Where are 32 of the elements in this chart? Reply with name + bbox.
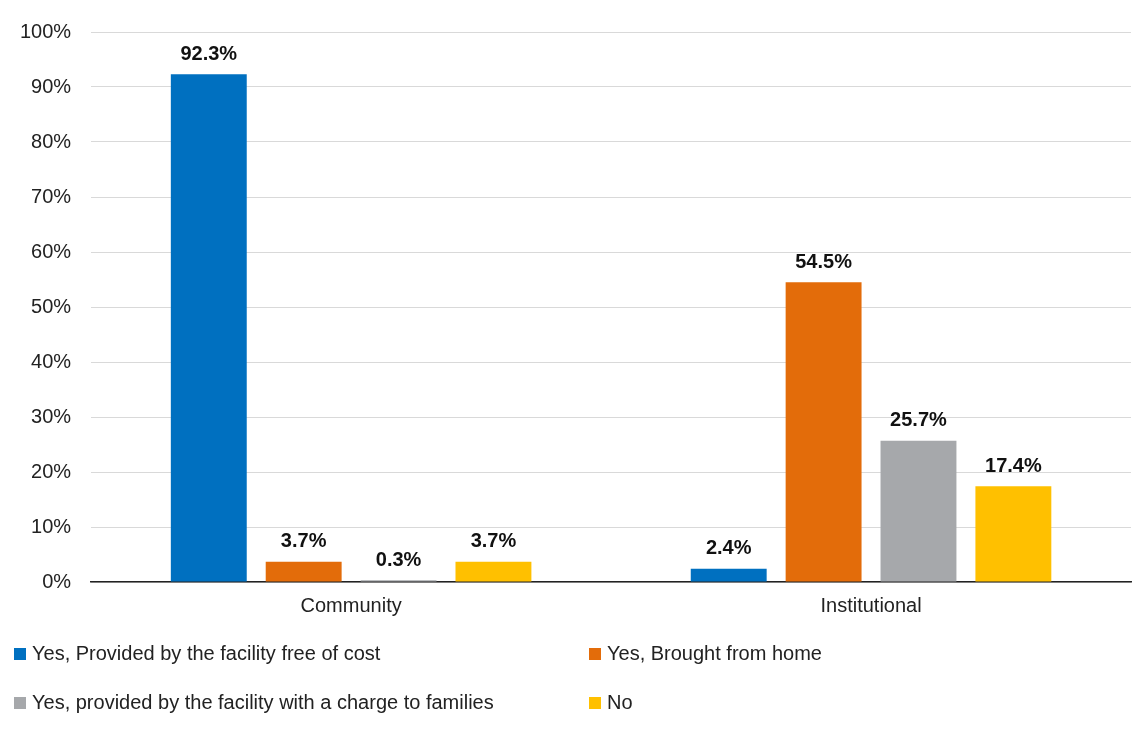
y-tick-label: 100% [20,19,72,42]
y-tick-label: 50% [31,294,72,317]
bar [690,568,767,582]
y-tick-label: 0% [42,569,72,592]
data-label: 25.7% [890,408,948,431]
y-tick-label: 60% [31,239,72,262]
data-label: 17.4% [985,453,1042,476]
bar [785,282,862,582]
data-label: 3.7% [470,529,517,552]
bar [975,486,1052,582]
legend-label: Yes, provided by the facility with a charge to families [32,691,494,714]
x-tick-label: Community [300,593,402,616]
bar [265,561,342,582]
x-tick-label: Institutional [820,593,922,616]
y-tick-label: 10% [31,514,72,537]
data-label: 2.4% [705,536,752,559]
legend-label: Yes, Brought from home [607,642,822,665]
data-label: 92.3% [180,41,238,64]
legend-label: No [607,691,633,714]
data-label: 54.5% [795,249,853,272]
y-tick-label: 70% [31,184,72,207]
legend-label: Yes, Provided by the facility free of cost [32,642,381,665]
y-tick-label: 20% [31,459,72,482]
bar [455,561,532,582]
y-tick-label: 80% [31,129,72,152]
data-label: 0.3% [375,547,422,570]
data-label: 3.7% [280,529,327,552]
y-tick-label: 90% [31,74,72,97]
y-tick-label: 40% [31,349,72,372]
bar [170,74,247,582]
y-tick-label: 30% [31,404,72,427]
bar [880,440,957,582]
